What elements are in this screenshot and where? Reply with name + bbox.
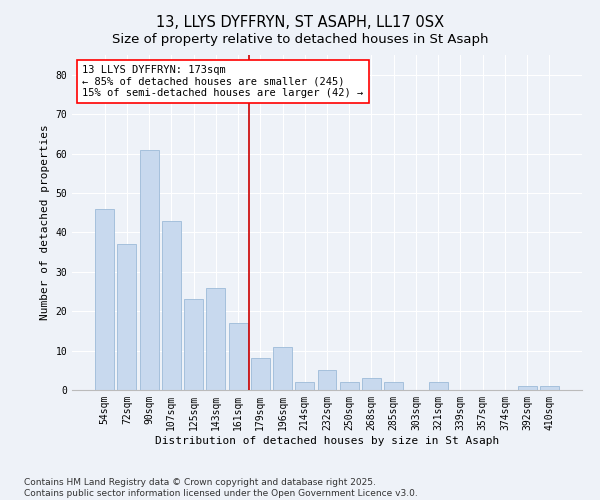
Bar xyxy=(251,358,270,390)
Bar xyxy=(273,346,292,390)
Text: Contains HM Land Registry data © Crown copyright and database right 2025.
Contai: Contains HM Land Registry data © Crown c… xyxy=(24,478,418,498)
Bar xyxy=(95,208,114,390)
Text: 13, LLYS DYFFRYN, ST ASAPH, LL17 0SX: 13, LLYS DYFFRYN, ST ASAPH, LL17 0SX xyxy=(156,15,444,30)
Bar xyxy=(362,378,381,390)
Bar xyxy=(384,382,403,390)
Bar xyxy=(162,220,181,390)
Bar xyxy=(317,370,337,390)
Bar xyxy=(229,323,248,390)
Bar xyxy=(429,382,448,390)
Bar xyxy=(518,386,536,390)
Bar xyxy=(295,382,314,390)
Bar xyxy=(206,288,225,390)
X-axis label: Distribution of detached houses by size in St Asaph: Distribution of detached houses by size … xyxy=(155,436,499,446)
Bar xyxy=(140,150,158,390)
Text: 13 LLYS DYFFRYN: 173sqm
← 85% of detached houses are smaller (245)
15% of semi-d: 13 LLYS DYFFRYN: 173sqm ← 85% of detache… xyxy=(82,65,364,98)
Bar xyxy=(118,244,136,390)
Y-axis label: Number of detached properties: Number of detached properties xyxy=(40,124,50,320)
Bar xyxy=(184,300,203,390)
Bar xyxy=(340,382,359,390)
Bar xyxy=(540,386,559,390)
Text: Size of property relative to detached houses in St Asaph: Size of property relative to detached ho… xyxy=(112,32,488,46)
